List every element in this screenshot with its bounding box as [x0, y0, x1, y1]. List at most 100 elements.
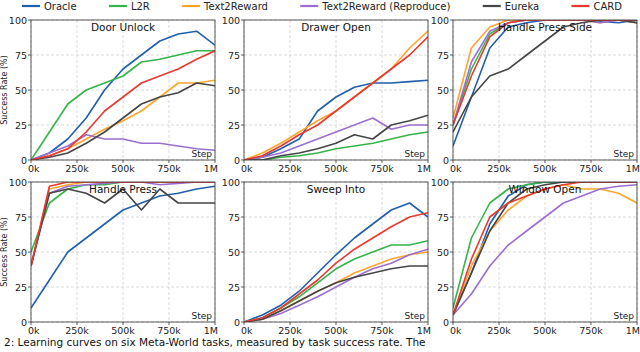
- tick: [241, 322, 244, 323]
- plot-frame: [244, 182, 428, 322]
- subplot-title: Drawer Open: [301, 21, 371, 33]
- tick-label: 1M: [204, 325, 218, 336]
- series-line: [453, 20, 637, 125]
- tick-label: 0: [443, 155, 449, 166]
- subplot: 02550751000k250k500k750k1MHandle PressSt…: [0, 177, 218, 337]
- tick-label: 750k: [157, 325, 181, 336]
- tick-label: 25: [437, 282, 449, 293]
- series-line: [31, 51, 215, 160]
- series-line: [453, 182, 637, 315]
- tick: [241, 55, 244, 56]
- subplot-title: Door Unlock: [91, 21, 156, 33]
- grid-line: [499, 182, 500, 322]
- series-line: [31, 182, 215, 266]
- tick-label: 0: [21, 155, 27, 166]
- plot-frame: [31, 20, 215, 160]
- tick-label: 50: [15, 247, 27, 258]
- series-line: [31, 189, 215, 266]
- tick-label: 75: [15, 212, 27, 223]
- legend-label: Eureka: [505, 1, 539, 12]
- tick-label: 100: [431, 177, 449, 188]
- tick: [450, 322, 453, 323]
- tick: [28, 125, 31, 126]
- series-line: [244, 115, 428, 160]
- series-line: [31, 182, 215, 252]
- tick-label: 25: [15, 120, 27, 131]
- series-group: [31, 182, 215, 308]
- grid-line: [77, 182, 78, 322]
- series-line: [31, 135, 215, 160]
- tick-label: 500k: [324, 325, 348, 336]
- tick-label: 75: [228, 212, 240, 223]
- tick-label: 250k: [65, 325, 89, 336]
- series-line: [453, 185, 637, 315]
- axis-label: Step: [192, 311, 213, 321]
- tick-label: 0k: [450, 325, 462, 336]
- tick-label: 100: [222, 177, 240, 188]
- series-group: [244, 31, 428, 160]
- tick: [450, 182, 453, 183]
- series-line: [453, 182, 637, 315]
- tick: [28, 322, 31, 323]
- tick-label: 250k: [278, 163, 302, 174]
- grid-line: [290, 20, 291, 160]
- tick-label: 25: [228, 282, 240, 293]
- tick-label: 1M: [417, 325, 431, 336]
- tick-label: 100: [431, 15, 449, 26]
- series-group: [31, 31, 215, 160]
- series-line: [453, 20, 637, 125]
- subplot-title: Window Open: [509, 183, 582, 195]
- subplot: 02550751000k250k500k750k1MSweep IntoStep: [222, 177, 431, 337]
- tick: [450, 160, 453, 161]
- grid-line: [382, 182, 383, 322]
- tick: [450, 217, 453, 218]
- series-line: [244, 31, 428, 160]
- tick: [241, 287, 244, 288]
- tick-label: 0: [21, 317, 27, 328]
- series-line: [31, 80, 215, 160]
- tick-label: 750k: [370, 325, 394, 336]
- tick-label: 50: [228, 247, 240, 258]
- grid-line: [499, 20, 500, 160]
- series-group: [453, 20, 637, 146]
- grid-line: [336, 182, 337, 322]
- series-line: [244, 37, 428, 160]
- plot-frame: [453, 20, 637, 160]
- legend-swatch: [300, 5, 318, 7]
- axis-label: Step: [405, 149, 426, 159]
- tick-label: 750k: [370, 163, 394, 174]
- series-line: [453, 20, 637, 146]
- legend-swatch: [182, 5, 200, 7]
- tick-label: 1M: [626, 325, 640, 336]
- series-line: [453, 20, 637, 132]
- legend-label: Text2Reward (Reproduce): [321, 1, 450, 12]
- grid-line: [591, 182, 592, 322]
- tick-label: 75: [437, 50, 449, 61]
- tick-label: 50: [15, 85, 27, 96]
- figure: OracleL2RText2RewardText2Reward (Reprodu…: [0, 0, 640, 352]
- tick-label: 0k: [241, 325, 253, 336]
- tick: [28, 287, 31, 288]
- tick-label: 75: [228, 50, 240, 61]
- legend: OracleL2RText2RewardText2Reward (Reprodu…: [22, 1, 622, 12]
- subplot: 02550751000k250k500k750k1MDoor UnlockSte…: [0, 15, 218, 175]
- series-line: [453, 182, 637, 308]
- tick-label: 500k: [324, 163, 348, 174]
- legend-label: Oracle: [44, 1, 77, 12]
- tick-label: 25: [437, 120, 449, 131]
- tick-label: 100: [9, 15, 27, 26]
- tick-label: 0k: [28, 163, 40, 174]
- tick: [450, 20, 453, 21]
- tick: [450, 90, 453, 91]
- tick: [28, 217, 31, 218]
- series-line: [453, 185, 637, 315]
- series-line: [244, 118, 428, 160]
- tick: [241, 217, 244, 218]
- series-line: [31, 182, 215, 266]
- tick-label: 0: [443, 317, 449, 328]
- plot-frame: [31, 182, 215, 322]
- tick-label: 1M: [204, 163, 218, 174]
- legend-swatch: [109, 5, 127, 7]
- tick-label: 500k: [533, 325, 557, 336]
- series-group: [453, 182, 637, 315]
